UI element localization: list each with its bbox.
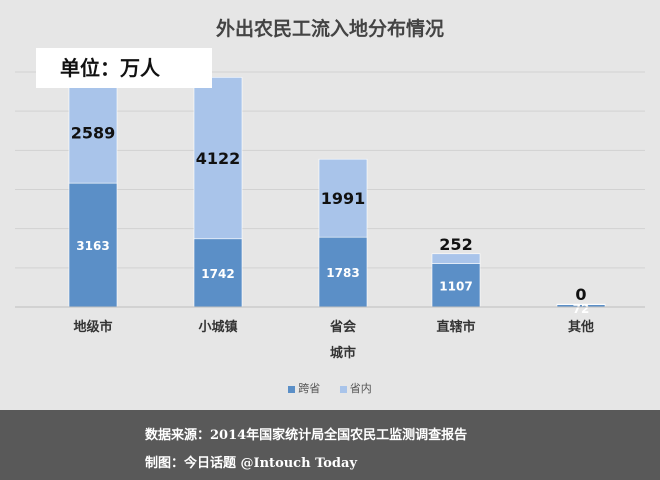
chart-title: 外出农民工流入地分布情况 <box>215 18 444 40</box>
data-label-cross-province: 72 <box>573 302 590 316</box>
legend-label-in-province: 省内 <box>349 382 372 395</box>
category-label: 省会城市 <box>329 319 357 361</box>
legend: 跨省 省内 <box>0 380 660 396</box>
bar-in-province <box>193 77 243 240</box>
data-label-cross-province: 3163 <box>76 239 109 253</box>
category-label: 直辖市 <box>436 319 475 335</box>
data-label-cross-province: 1742 <box>201 267 234 281</box>
unit-label: 单位：万人 <box>36 48 212 88</box>
data-label-cross-province: 1783 <box>326 266 359 280</box>
legend-swatch-cross-province <box>288 385 296 393</box>
data-label-in-province: 252 <box>439 235 472 254</box>
bar-cross-province <box>318 236 368 308</box>
bar-cross-province <box>193 238 243 308</box>
data-label-cross-province: 1107 <box>439 279 472 293</box>
category-label: 其他 <box>568 319 594 335</box>
footer: 数据来源：2014年国家统计局全国农民工监测调查报告 制图：今日话题 @Into… <box>0 410 660 480</box>
legend-item-cross-province: 跨省 <box>288 380 320 396</box>
bar-in-province <box>318 158 368 238</box>
legend-label-cross-province: 跨省 <box>298 382 321 395</box>
footer-credit: 制图：今日话题 @Intouch Today <box>145 456 357 471</box>
legend-item-in-province: 省内 <box>339 380 372 396</box>
bar-in-province <box>431 253 481 264</box>
data-label-in-province: 0 <box>575 285 586 304</box>
bar-cross-province <box>431 263 481 308</box>
category-label: 地级市 <box>73 319 112 335</box>
data-label-in-province: 4122 <box>196 149 241 168</box>
legend-swatch-in-province <box>339 385 347 393</box>
footer-source: 数据来源：2014年国家统计局全国农民工监测调查报告 <box>145 428 468 443</box>
category-label: 小城镇 <box>198 319 237 335</box>
bar-in-province <box>556 303 606 305</box>
data-label-in-province: 1991 <box>321 189 366 208</box>
bar-in-province <box>68 81 118 184</box>
data-label-in-province: 2589 <box>71 123 116 142</box>
chart-area: 3163 2589 地级市 1742 4122 小城镇 1783 1991 省会城市 1107 25… <box>0 18 660 396</box>
